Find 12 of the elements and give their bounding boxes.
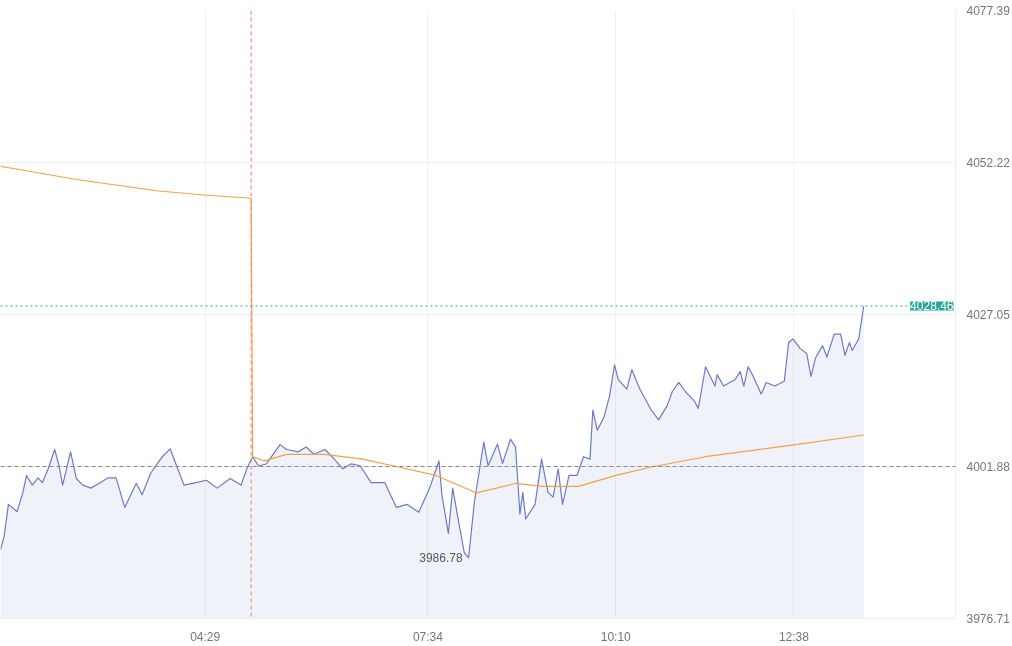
- x-tick-label: 07:34: [412, 629, 444, 644]
- ref-line-label: 4028.46: [910, 299, 954, 314]
- line-series: [0, 165, 865, 494]
- y-tick-label: 4001.88: [966, 460, 1011, 474]
- y-tick-label: 3976.71: [966, 612, 1011, 626]
- y-tick-label: 4077.39: [966, 4, 1011, 18]
- y-tick-label: 4027.05: [966, 308, 1011, 322]
- x-tick-label: 04:29: [190, 629, 221, 644]
- y-tick-label: 4052.22: [966, 156, 1011, 170]
- annotation: 3986.78: [419, 551, 463, 566]
- x-tick-label: 10:10: [600, 629, 632, 644]
- x-tick-label: 12:38: [778, 629, 810, 644]
